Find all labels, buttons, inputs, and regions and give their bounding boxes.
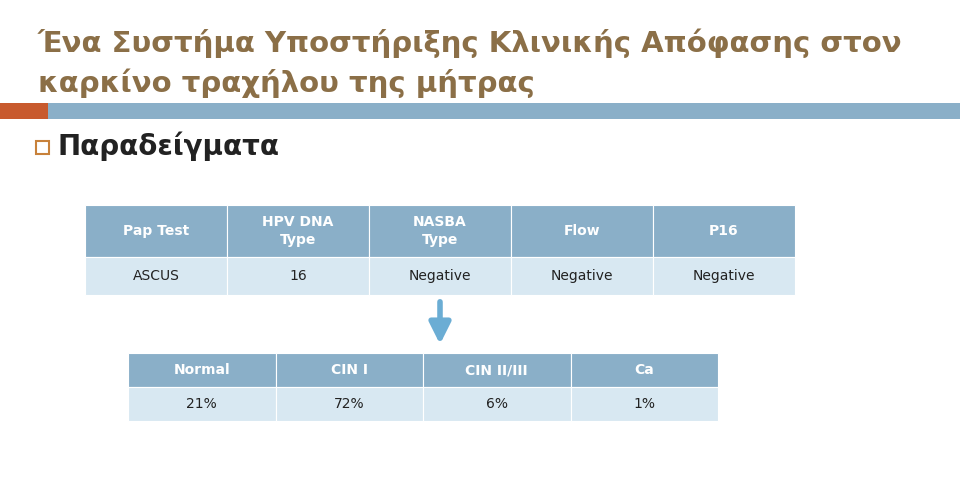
Bar [128,353,276,387]
Text: 1%: 1% [634,397,656,411]
Bar [369,257,511,295]
Text: Flow: Flow [564,224,600,238]
Text: HPV DNA
Type: HPV DNA Type [262,215,334,247]
Text: Negative: Negative [693,269,756,283]
Text: 16: 16 [289,269,307,283]
Bar [276,353,423,387]
Text: ASCUS: ASCUS [132,269,180,283]
Text: Normal: Normal [174,363,230,377]
Bar [276,387,423,421]
Bar [653,205,795,257]
Text: 6%: 6% [486,397,508,411]
Text: Παραδείγματα: Παραδείγματα [58,132,280,161]
Bar [653,257,795,295]
Text: Ca: Ca [635,363,654,377]
Bar [570,353,718,387]
FancyBboxPatch shape [36,141,49,154]
Text: 21%: 21% [186,397,217,411]
Bar [227,257,369,295]
Text: NASBA
Type: NASBA Type [413,215,467,247]
Bar [369,205,511,257]
Text: Pap Test: Pap Test [123,224,189,238]
Text: Negative: Negative [551,269,613,283]
Bar [85,205,227,257]
Bar [423,353,570,387]
Bar [227,205,369,257]
Text: CIN I: CIN I [331,363,368,377]
Text: 72%: 72% [334,397,365,411]
Text: CIN II/III: CIN II/III [466,363,528,377]
Bar [511,205,653,257]
Text: P16: P16 [709,224,739,238]
Bar [0,103,48,119]
Bar [511,257,653,295]
Bar [423,387,570,421]
Bar [85,257,227,295]
Text: Ένα Συστήμα Υποστήριξης Κλινικής Απόφασης στον: Ένα Συστήμα Υποστήριξης Κλινικής Απόφαση… [38,29,902,58]
Text: Negative: Negative [409,269,471,283]
Bar [128,387,276,421]
Bar [48,103,960,119]
Text: καρκίνο τραχήλου της μήτρας: καρκίνο τραχήλου της μήτρας [38,69,535,98]
Bar [570,387,718,421]
